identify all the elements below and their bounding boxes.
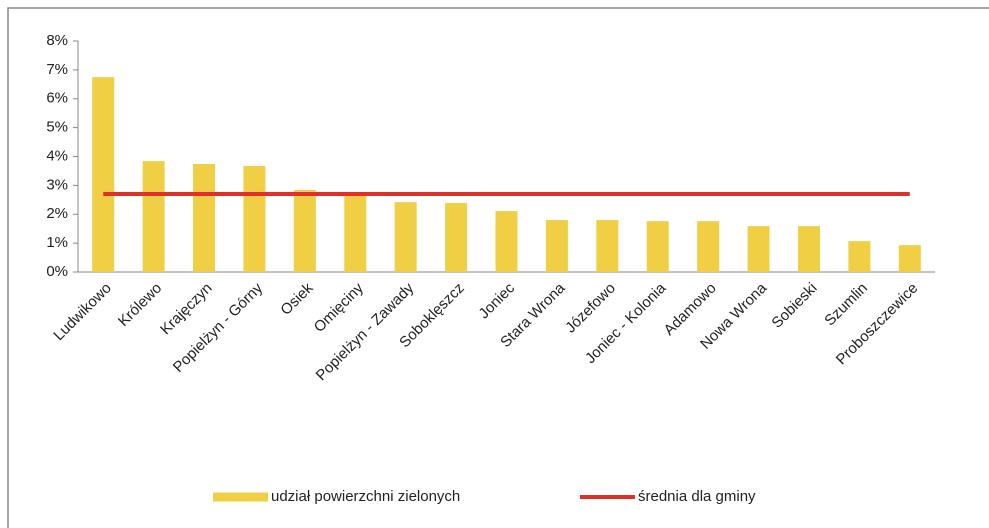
bar xyxy=(898,245,921,272)
bar xyxy=(848,241,871,272)
x-tick-label: Ludwikowo xyxy=(50,280,115,345)
y-tick-label: 4% xyxy=(46,147,68,164)
bar xyxy=(747,226,770,272)
bar xyxy=(193,164,216,272)
bar xyxy=(394,202,417,272)
y-tick-label: 6% xyxy=(46,90,68,107)
x-tick-label: Sobieski xyxy=(768,280,820,332)
y-tick-label: 5% xyxy=(46,119,68,136)
bar xyxy=(797,226,820,272)
bar xyxy=(445,202,468,272)
bar xyxy=(545,220,568,272)
y-tick-label: 3% xyxy=(46,176,68,193)
bar xyxy=(92,77,115,272)
bar xyxy=(243,166,266,272)
bar xyxy=(646,221,669,272)
bar xyxy=(596,220,619,272)
bar xyxy=(344,194,367,272)
y-tick-label: 2% xyxy=(46,205,68,222)
bar xyxy=(293,189,316,272)
bar xyxy=(697,221,720,272)
x-tick-label: Szumlin xyxy=(821,280,871,330)
bar xyxy=(142,161,165,272)
y-tick-label: 7% xyxy=(46,61,68,78)
x-tick-label: Joniec xyxy=(475,279,518,322)
bar xyxy=(495,211,518,272)
x-tick-label: Popielżyn - Zawady xyxy=(313,279,418,384)
x-tick-label: Osiek xyxy=(277,279,316,318)
y-tick-label: 1% xyxy=(46,234,68,251)
x-tick-label: Popielżyn - Górny xyxy=(170,279,267,376)
legend-label: udział powierzchni zielonych xyxy=(271,488,460,505)
y-tick-label: 8% xyxy=(46,32,68,49)
y-tick-label: 0% xyxy=(46,263,68,280)
x-tick-label: Królewo xyxy=(115,280,165,330)
frame xyxy=(7,7,989,528)
legend-label: średnia dla gminy xyxy=(638,488,756,505)
